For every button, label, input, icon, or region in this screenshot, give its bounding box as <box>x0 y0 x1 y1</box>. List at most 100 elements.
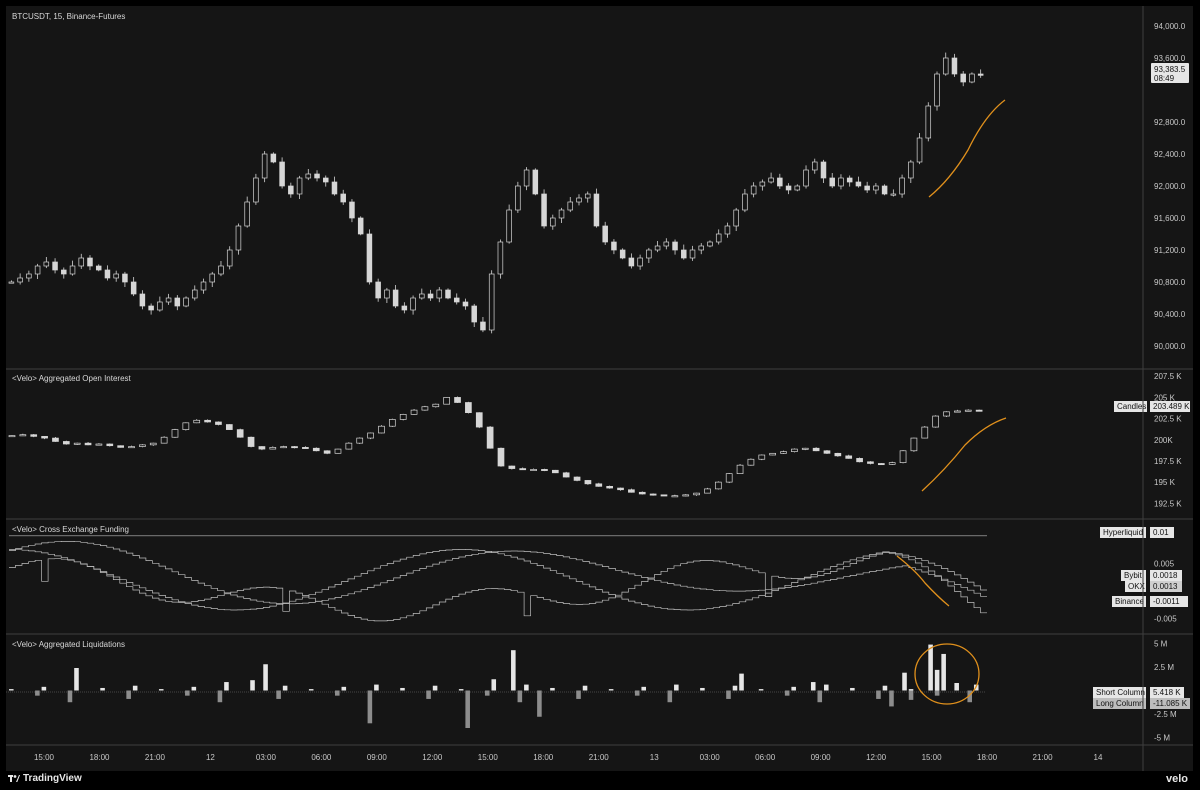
time-axis[interactable]: 15:00 18:00 21:00 12 03:00 06:00 09:00 12:00 15:… <box>34 753 1103 762</box>
oi-candle <box>410 409 418 415</box>
liquidation-short-bar <box>902 672 907 691</box>
funding-pane[interactable]: <Velo> Cross Exchange Funding 0.005 -0.00… <box>9 525 1188 623</box>
price-candle <box>576 197 582 203</box>
tag-bybit-name: Bybit <box>1124 571 1143 580</box>
price-candle <box>148 305 154 311</box>
tag-okx-value: 0.0013 <box>1153 582 1178 591</box>
oi-candle <box>791 448 798 452</box>
price-candle <box>829 177 835 187</box>
price-candle <box>777 177 783 187</box>
funding-annotation-curve <box>896 555 950 607</box>
oi-candle <box>443 397 450 405</box>
time-axis-tick-label: 06:00 <box>311 753 332 762</box>
oi-candle <box>671 495 679 498</box>
oi-candle <box>149 442 157 446</box>
liquidation-short-bar <box>308 689 314 691</box>
tradingview-brand[interactable]: TradingView <box>23 773 82 784</box>
funding-axis: 0.005 -0.005 <box>1154 559 1177 623</box>
price-candle <box>244 201 250 227</box>
funding-lines <box>9 535 987 622</box>
oi-candle <box>8 435 16 438</box>
oi-candle <box>736 464 744 474</box>
price-candle <box>157 301 163 311</box>
oi-candle <box>725 473 733 483</box>
oi-candle <box>269 447 277 450</box>
liquidation-short-bar <box>374 684 379 691</box>
oi-candle <box>73 442 81 445</box>
oi-candle <box>215 421 222 425</box>
price-pane[interactable]: BTCUSDT, 15, Binance-Futures 94,000.0 93,… <box>8 12 1189 351</box>
oi-candle <box>812 447 820 452</box>
liquidation-short-bar <box>158 689 164 691</box>
time-axis-tick-label: 14 <box>1094 753 1103 762</box>
liquidation-short-bar <box>850 687 855 691</box>
tag-hyperliquid-value: 0.01 <box>1153 528 1169 537</box>
price-candle <box>550 217 556 227</box>
price-candle <box>314 173 320 179</box>
liquidation-long-bar <box>335 690 340 696</box>
oi-candle <box>399 414 407 420</box>
liquidation-long-bar <box>934 690 940 696</box>
oi-candle <box>182 422 190 430</box>
price-candle <box>340 193 346 203</box>
liquidations-pane[interactable]: <Velo> Aggregated Liquidations 5 M 2.5 M -… <box>6 640 1190 743</box>
price-candle <box>838 177 844 187</box>
oi-candle <box>378 425 385 434</box>
oi-pane[interactable]: <Velo> Aggregated Open Interest 207.5 K2… <box>8 372 1190 508</box>
oi-candle <box>128 446 135 449</box>
oi-candle <box>236 429 244 438</box>
liquidations-axis-tick-label: -5 M <box>1154 733 1170 742</box>
price-axis-tick-label: 90,400.0 <box>1154 310 1186 319</box>
price-candle <box>61 269 67 275</box>
price-axis-tick-label: 91,600.0 <box>1154 214 1186 223</box>
liquidation-long-bar <box>484 690 490 696</box>
price-candle <box>523 169 530 187</box>
time-axis-tick-label: 06:00 <box>755 753 776 762</box>
oi-candle <box>334 448 342 454</box>
price-candle <box>349 201 355 219</box>
oi-candle <box>888 462 896 465</box>
liquidation-long-bar <box>726 690 731 699</box>
oi-candle <box>573 476 581 481</box>
velo-brand: velo <box>1165 773 1188 785</box>
last-price-label: 93,383.5 <box>1154 65 1186 74</box>
price-candle <box>113 273 119 279</box>
oi-axis-tick-label: 195 K <box>1154 478 1176 487</box>
liquidation-short-bar <box>491 679 497 691</box>
liquidation-short-bar <box>739 673 744 691</box>
time-axis-tick-label: 18:00 <box>533 753 554 762</box>
liquidation-long-bar <box>67 690 73 703</box>
liquidation-long-bar <box>185 690 190 696</box>
price-axis-tick-label: 92,000.0 <box>1154 182 1186 191</box>
liquidation-short-bar <box>511 650 516 691</box>
price-candle <box>165 297 172 303</box>
price-candle <box>453 297 460 303</box>
liquidation-short-bar <box>608 689 614 691</box>
liquidation-short-bar <box>9 689 14 691</box>
price-candle <box>43 261 50 267</box>
price-candle <box>715 233 722 243</box>
price-candle <box>820 161 827 179</box>
oi-candle <box>204 419 211 423</box>
price-candle <box>392 289 399 307</box>
price-candle <box>969 73 975 83</box>
tag-hyperliquid-name: Hyperliquid <box>1103 528 1143 537</box>
oi-candle <box>117 445 124 448</box>
oi-candle <box>302 447 309 449</box>
oi-pane-title: <Velo> Aggregated Open Interest <box>12 374 132 383</box>
funding-line-binance <box>9 552 987 622</box>
liquidation-short-bar <box>934 669 940 691</box>
price-axis-tick-label: 90,800.0 <box>1154 278 1186 287</box>
price-candle <box>445 289 451 299</box>
price-candle <box>951 57 958 75</box>
price-candle <box>733 209 739 227</box>
oi-axis-tick-label: 192.5 K <box>1154 499 1182 508</box>
price-candle <box>104 269 111 279</box>
oi-candle <box>617 487 624 491</box>
price-candle <box>401 305 408 311</box>
tag-long-name: Long Column <box>1096 699 1144 708</box>
liquidation-short-bar <box>458 689 464 691</box>
tag-short-name: Short Column <box>1096 688 1145 697</box>
liquidation-short-bar <box>882 685 888 691</box>
